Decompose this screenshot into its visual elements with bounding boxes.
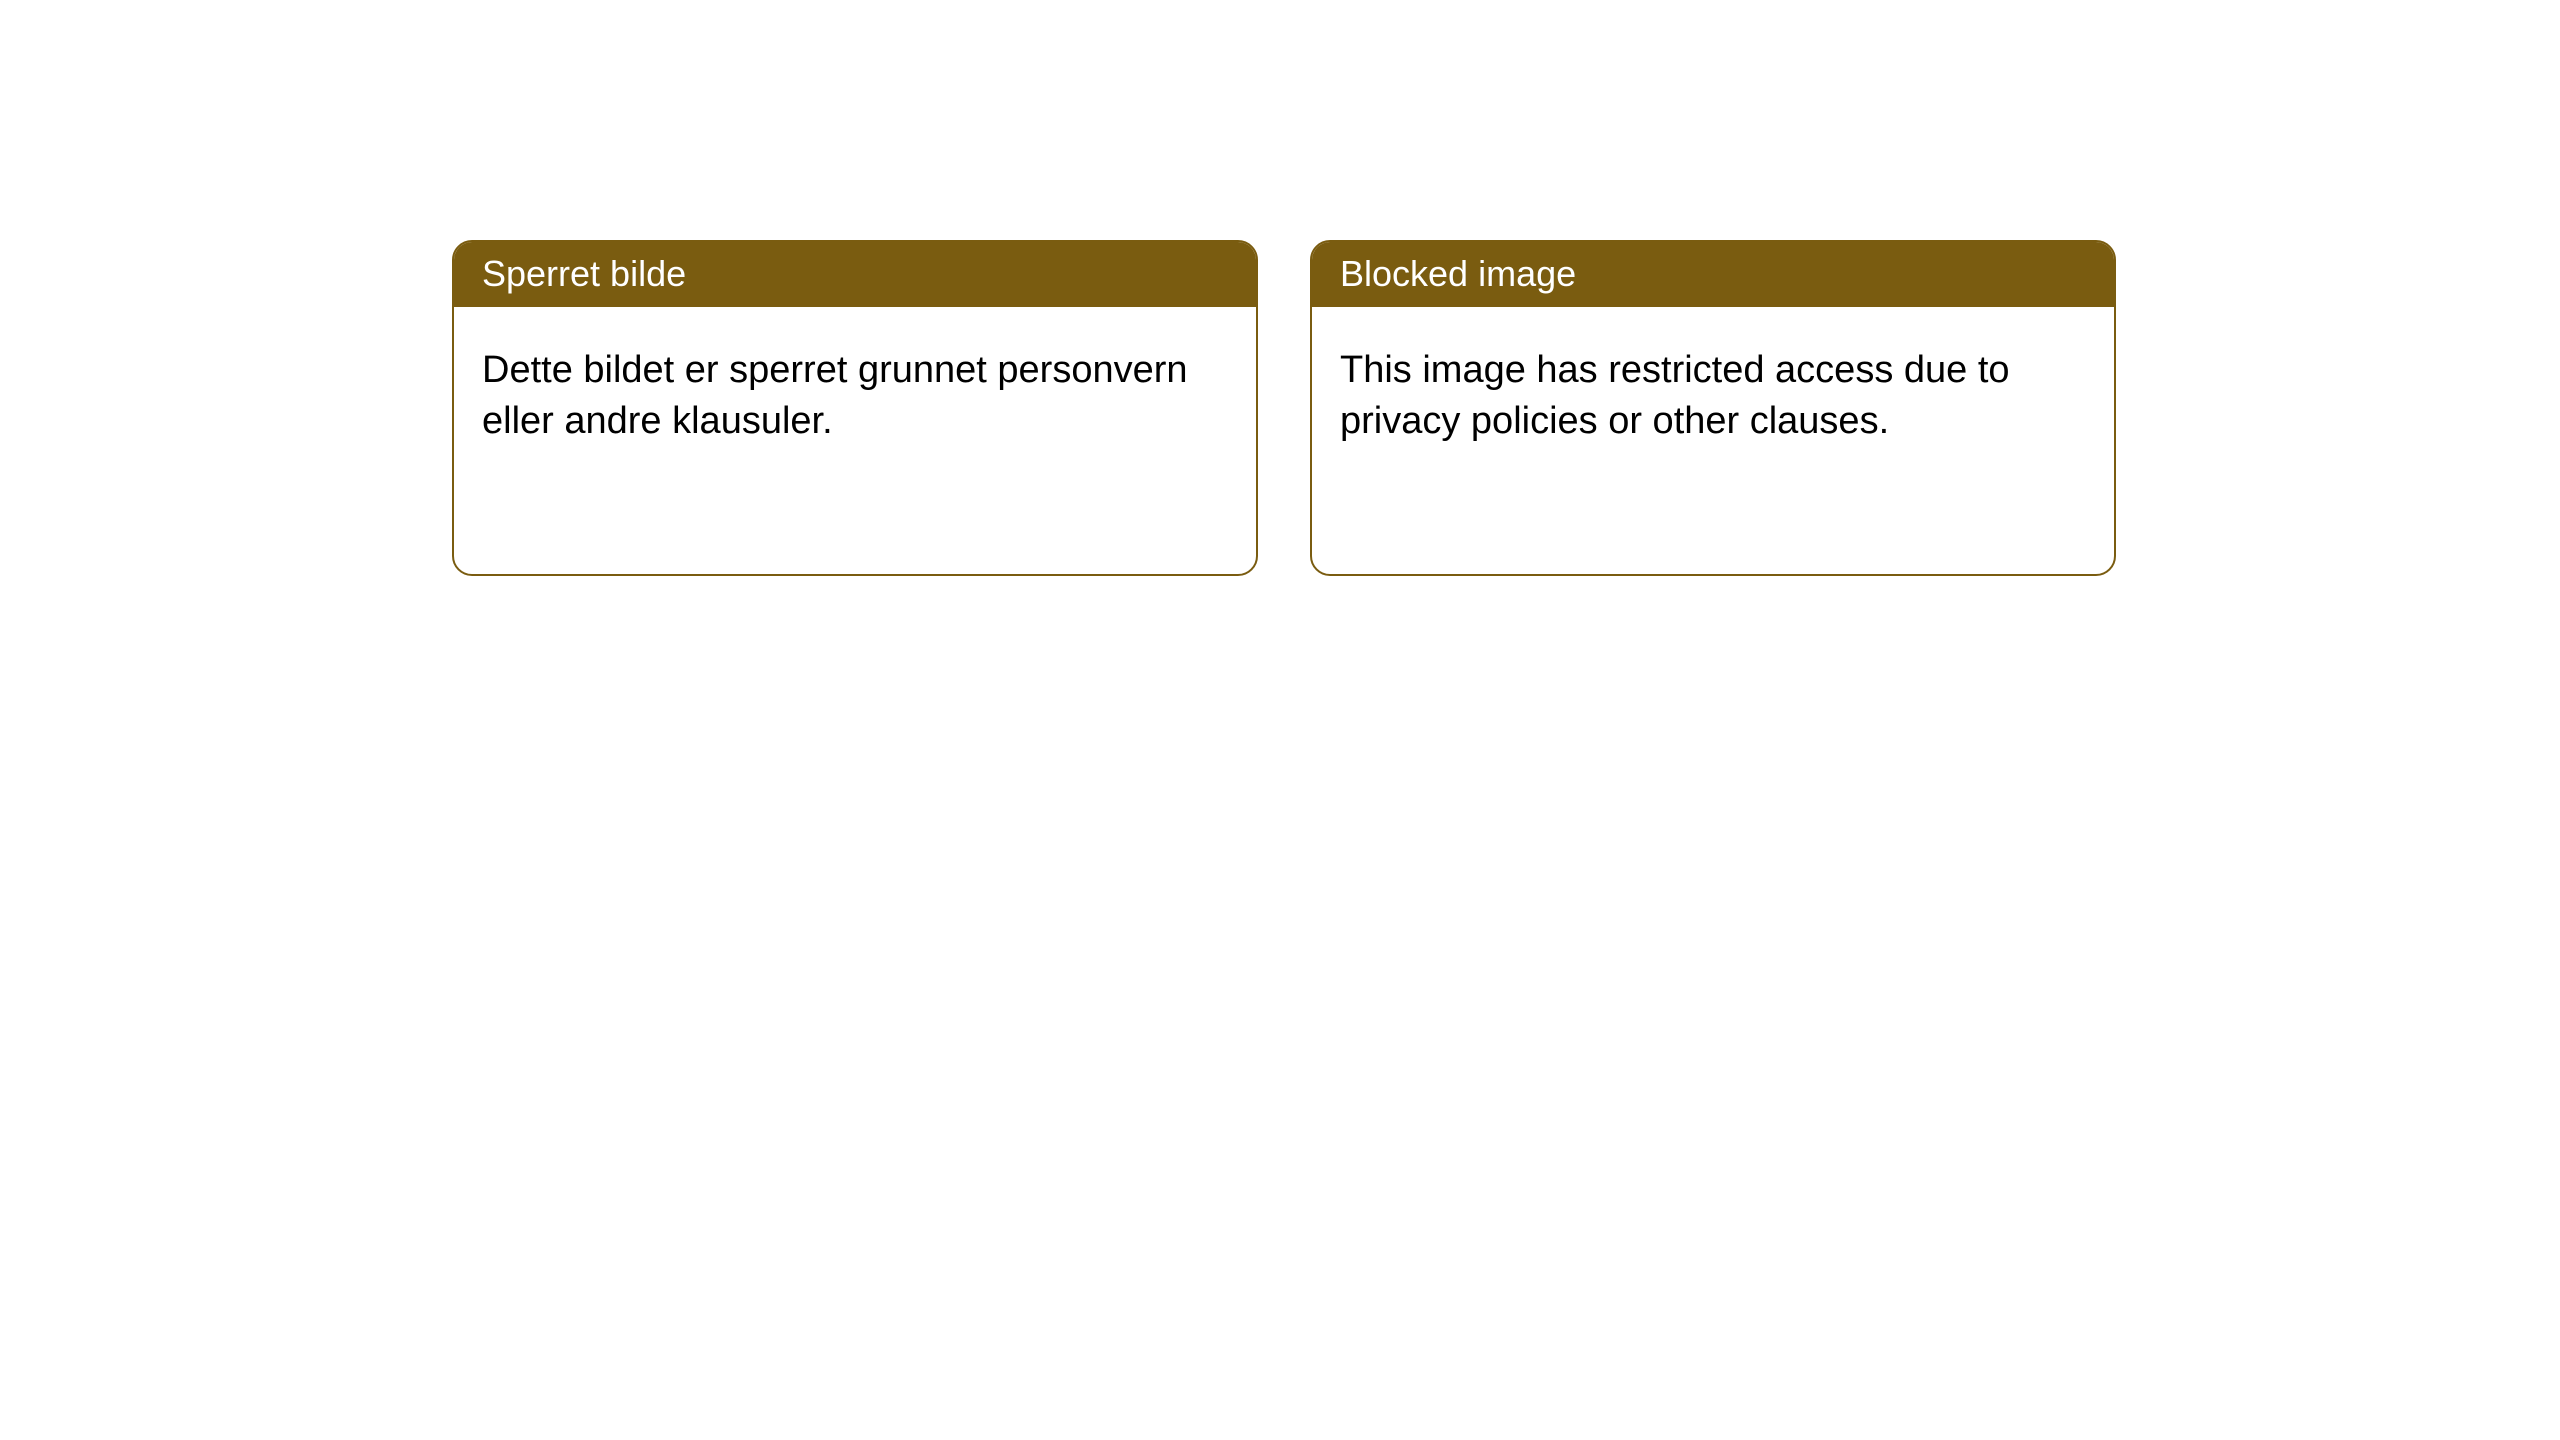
card-body: Dette bildet er sperret grunnet personve… — [454, 307, 1256, 476]
card-body: This image has restricted access due to … — [1312, 307, 2114, 476]
card-header: Sperret bilde — [454, 242, 1256, 307]
card-header: Blocked image — [1312, 242, 2114, 307]
cards-container: Sperret bilde Dette bildet er sperret gr… — [0, 0, 2560, 576]
blocked-image-card-en: Blocked image This image has restricted … — [1310, 240, 2116, 576]
blocked-image-card-no: Sperret bilde Dette bildet er sperret gr… — [452, 240, 1258, 576]
